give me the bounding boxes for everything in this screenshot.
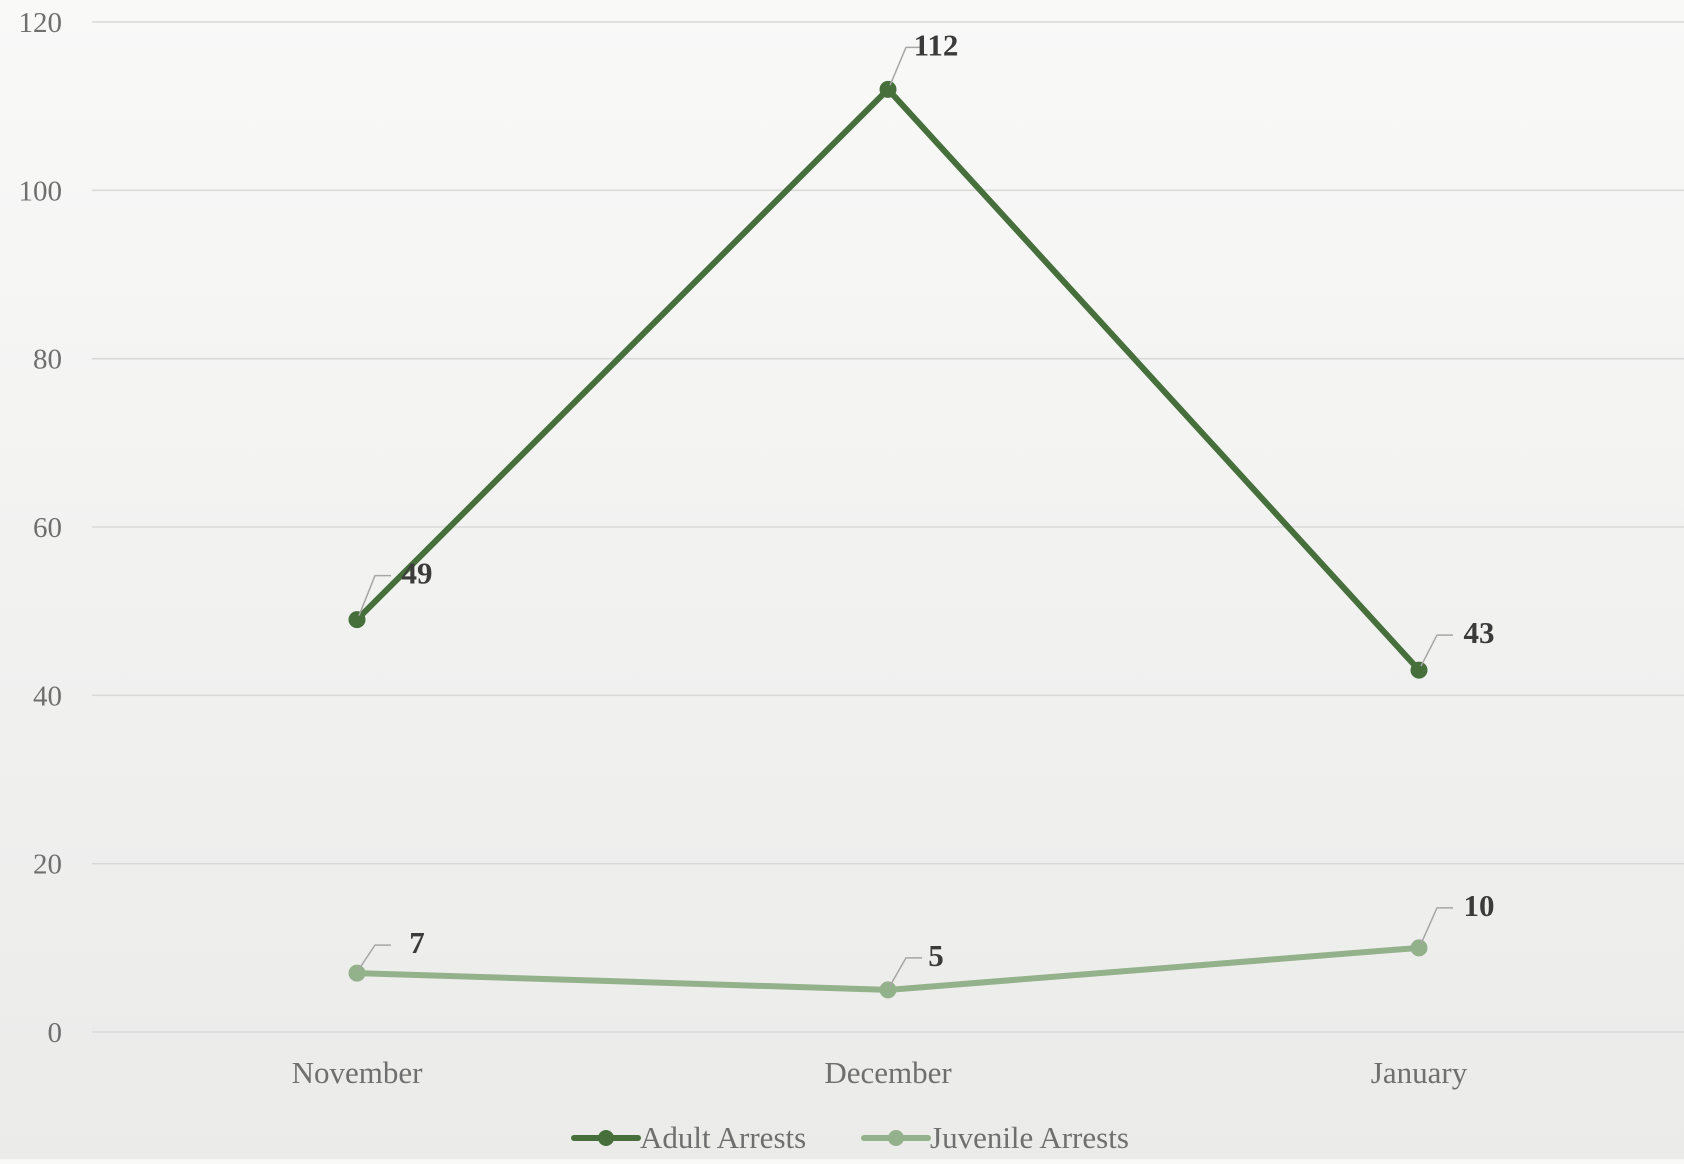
data-point-marker	[348, 964, 366, 982]
gridlines	[92, 21, 1684, 1033]
data-label: 43	[1464, 615, 1495, 650]
y-axis-tick-labels: 0 20 40 60 80 100 120	[19, 7, 63, 1049]
x-axis-category-labels: November December January	[292, 1055, 1468, 1090]
data-point-marker	[879, 981, 897, 999]
y-tick-label: 20	[33, 849, 62, 881]
data-label-leader	[889, 957, 922, 987]
data-label: 112	[914, 27, 959, 62]
legend-swatch-marker	[888, 1130, 904, 1146]
data-label: 10	[1464, 888, 1495, 923]
data-label-leader	[358, 944, 391, 970]
data-point-marker	[348, 611, 366, 629]
x-category-label: January	[1371, 1055, 1468, 1090]
data-point-marker	[1410, 939, 1428, 957]
x-category-label: December	[824, 1055, 952, 1090]
data-label-leader	[1420, 634, 1453, 667]
data-point-marker	[1410, 661, 1428, 679]
legend-item: Juvenile Arrests	[861, 1120, 1129, 1155]
data-label: 7	[409, 925, 425, 960]
x-category-label: November	[292, 1055, 424, 1090]
legend-label: Adult Arrests	[640, 1120, 806, 1155]
data-label: 5	[928, 938, 944, 973]
y-tick-label: 60	[33, 512, 62, 544]
legend: Adult Arrests Juvenile Arrests	[571, 1120, 1129, 1155]
data-label-leader	[1420, 907, 1453, 945]
series-lines	[348, 80, 1428, 999]
legend-item: Adult Arrests	[571, 1120, 806, 1155]
data-labels: 49 112 43 7 5 10	[358, 27, 1495, 987]
legend-swatch-marker	[598, 1130, 614, 1146]
y-tick-label: 100	[19, 175, 63, 207]
y-tick-label: 0	[48, 1017, 63, 1049]
y-tick-label: 80	[33, 344, 62, 376]
data-label-leader	[358, 574, 391, 616]
data-label-leader	[889, 46, 922, 86]
legend-label: Juvenile Arrests	[930, 1120, 1129, 1155]
series-line	[354, 86, 1422, 674]
y-tick-label: 40	[33, 680, 62, 712]
data-label: 49	[402, 556, 433, 591]
y-tick-label: 120	[19, 7, 63, 39]
data-point-marker	[879, 80, 897, 98]
